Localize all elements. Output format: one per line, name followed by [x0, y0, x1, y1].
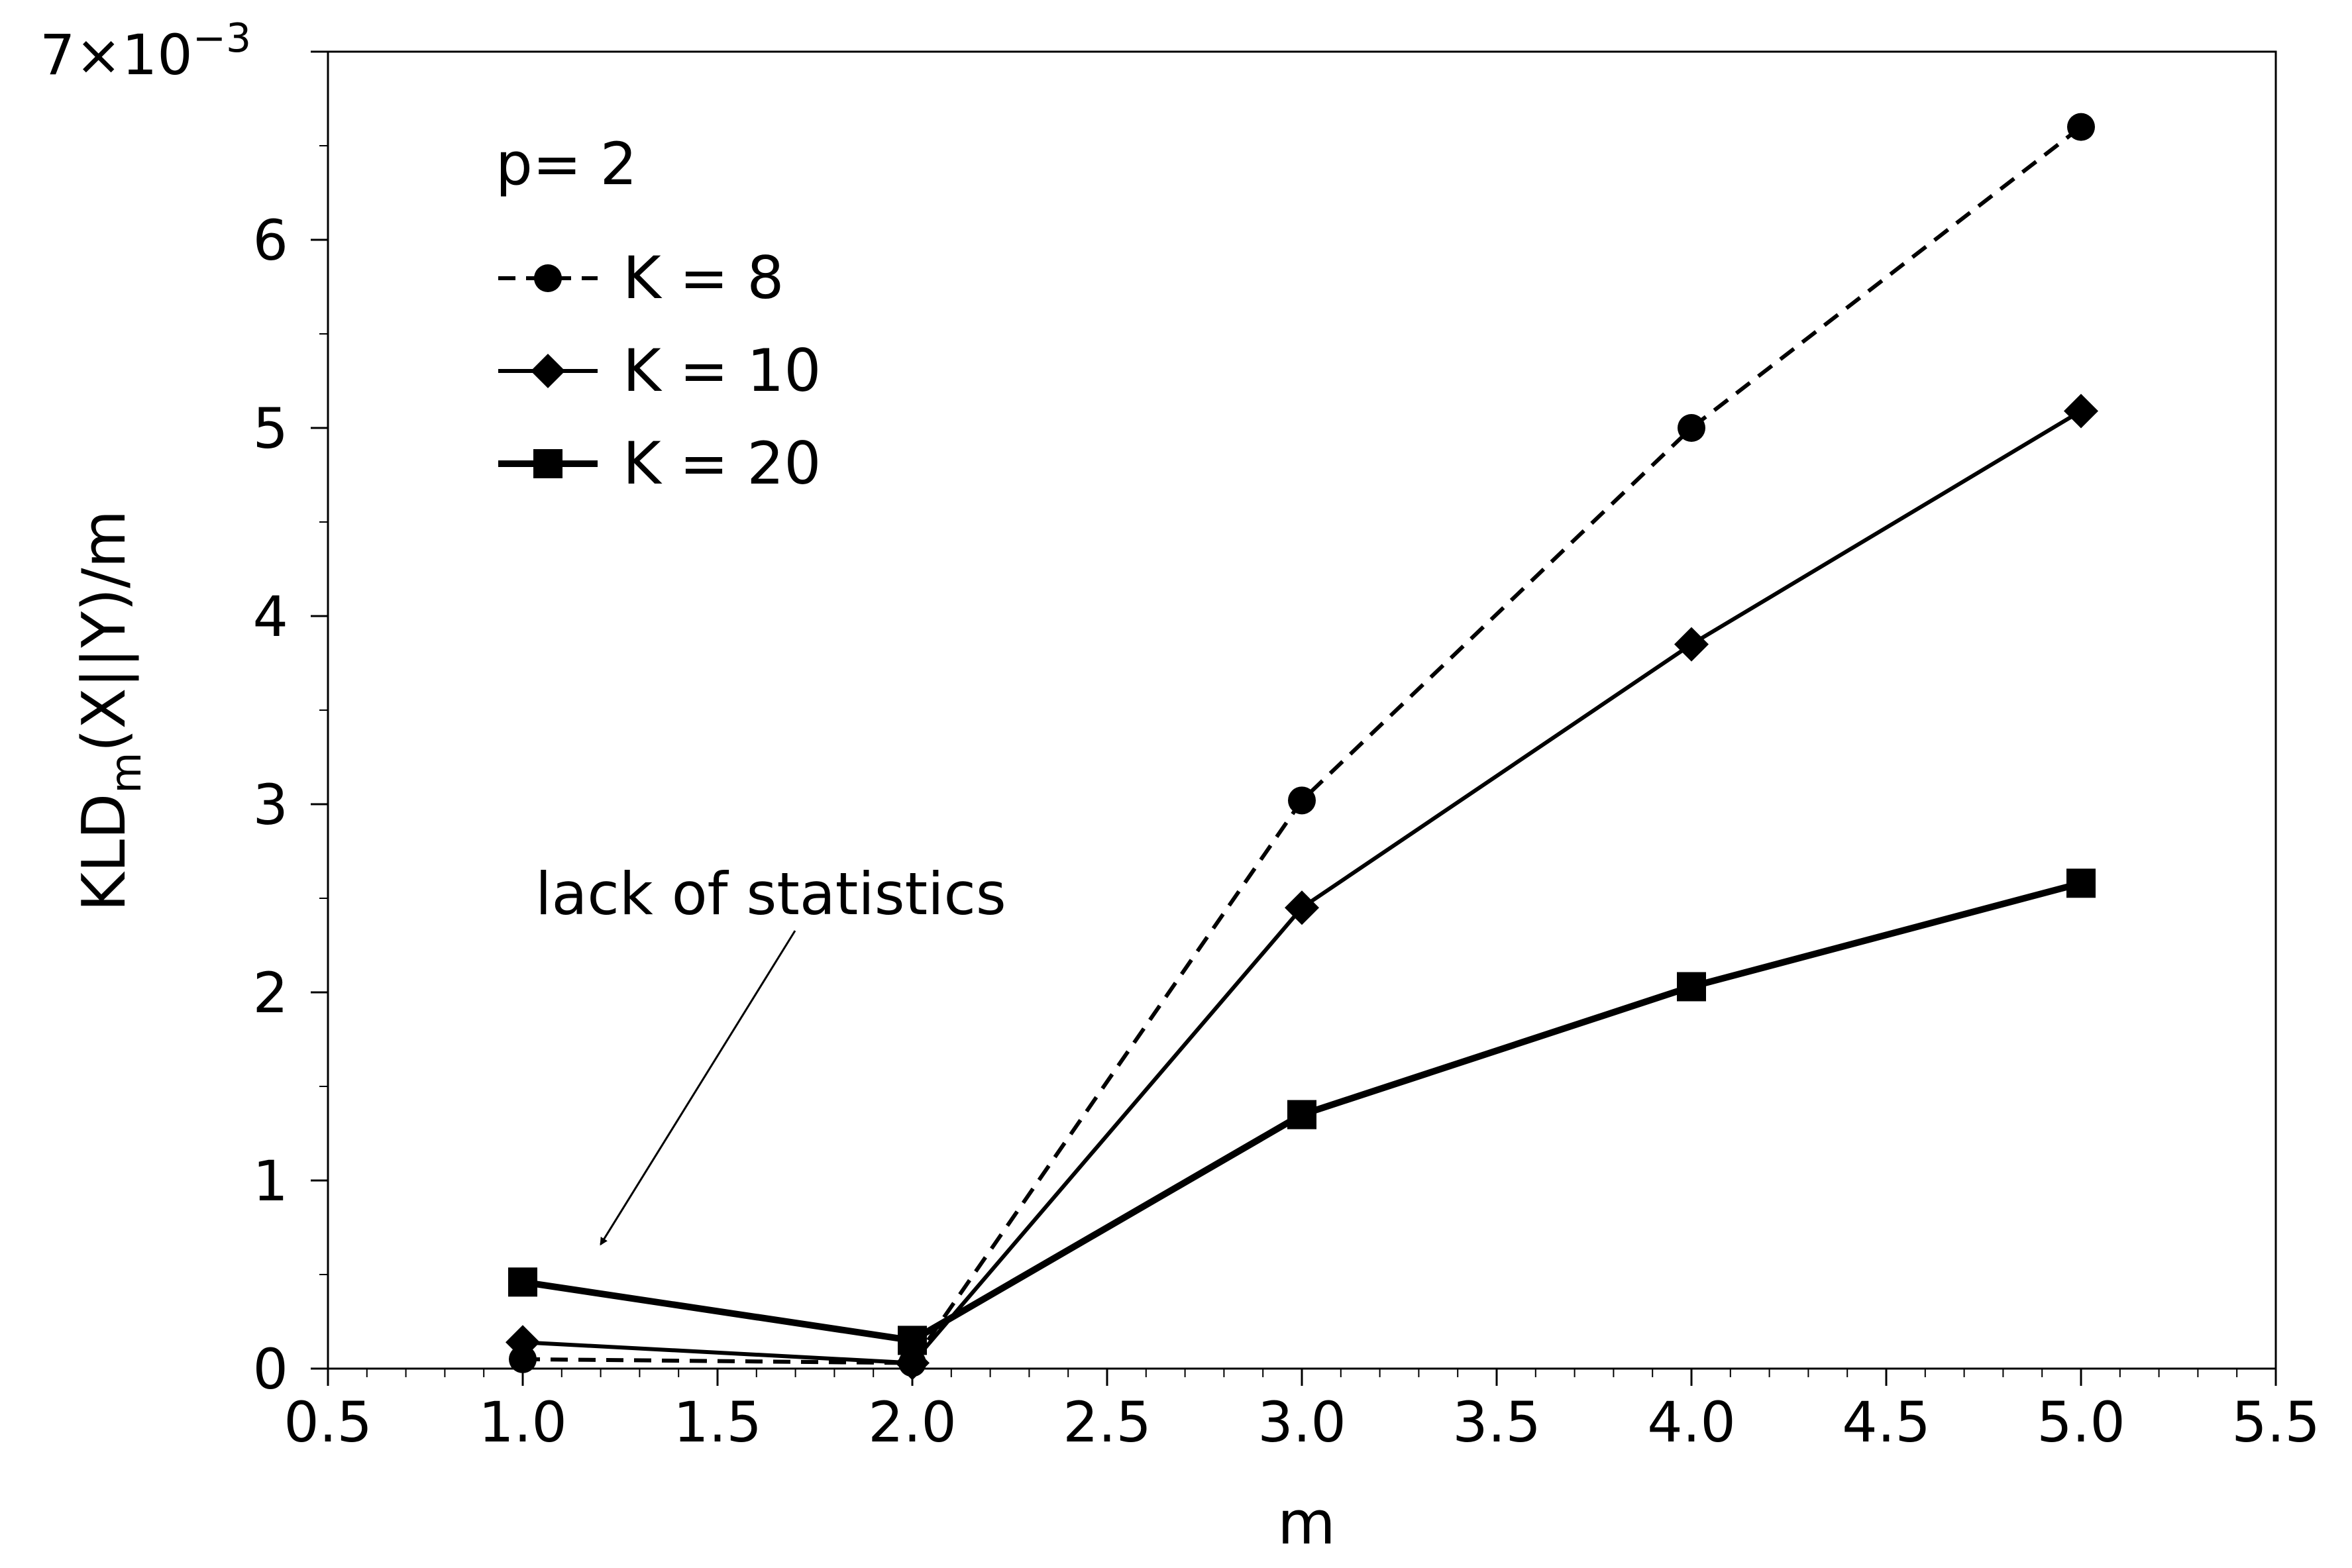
- series-2: [506, 393, 2098, 1381]
- data-point: [2067, 113, 2095, 141]
- x-tick-label: 4.0: [1647, 1390, 1736, 1455]
- data-point: [898, 1326, 927, 1355]
- y-tick-label: 2: [253, 961, 288, 1025]
- legend-title: p= 2: [496, 130, 637, 198]
- x-tick-label: 3.5: [1452, 1390, 1541, 1455]
- y-axis: 0 1 2 3 4 5 6: [253, 50, 328, 1402]
- legend-entry: K = 8: [498, 244, 784, 312]
- x-tick-label: 5.5: [2231, 1390, 2320, 1455]
- y-tick-label: 3: [253, 772, 288, 837]
- x-axis-title: m: [1277, 1489, 1336, 1558]
- data-point: [1288, 786, 1316, 815]
- y-tick-label: 0: [253, 1337, 288, 1402]
- series-layer: [506, 113, 2098, 1381]
- data-point: [506, 1325, 540, 1360]
- data-point: [1677, 972, 1706, 1002]
- y-tick-label: 5: [253, 396, 288, 461]
- y-tick-label: 1: [253, 1149, 288, 1214]
- legend-label: K = 8: [623, 244, 784, 312]
- legend-entry: K = 10: [498, 337, 821, 405]
- x-tick-label: 3.0: [1257, 1390, 1346, 1455]
- y-tick-label: 6: [253, 208, 288, 273]
- x-tick-label: 2.5: [1063, 1390, 1151, 1455]
- data-point: [1678, 414, 1705, 442]
- legend-swatch-marker: [534, 264, 562, 292]
- annotation-arrow: [600, 930, 796, 1246]
- data-point: [1674, 627, 1709, 662]
- x-tick-label: 2.0: [868, 1390, 957, 1455]
- data-point: [2064, 393, 2098, 429]
- plot-frame: [327, 50, 2277, 1370]
- y-multiplier: 7×10−3: [40, 15, 251, 87]
- legend-swatch-marker: [531, 354, 565, 388]
- data-point: [508, 1267, 537, 1297]
- x-tick-label: 1.0: [478, 1390, 567, 1455]
- annotation-text: lack of statistics: [535, 860, 1006, 928]
- legend-label: K = 10: [623, 337, 821, 405]
- legend: p= 2 K = 8 K = 10 K = 20: [496, 130, 821, 497]
- data-point: [1285, 890, 1319, 925]
- legend-label: K = 20: [623, 429, 821, 497]
- x-tick-label: 1.5: [673, 1390, 762, 1455]
- annotation: lack of statistics: [535, 860, 1006, 1246]
- x-axis: 0.5 1.0 1.5 2.0 2.5 3.0 3.5 4.0 4.5 5.0 5.5: [284, 1369, 2320, 1455]
- data-point: [2066, 868, 2096, 898]
- x-tick-label: 4.5: [1842, 1390, 1931, 1455]
- series-3: [508, 868, 2096, 1355]
- legend-entry: K = 20: [498, 429, 821, 497]
- y-axis-title: KLDm(X||Y)/m: [70, 510, 151, 912]
- data-point: [1287, 1100, 1316, 1129]
- legend-swatch-marker: [533, 449, 562, 478]
- x-tick-label: 0.5: [284, 1390, 372, 1455]
- series-line: [522, 125, 2082, 1365]
- y-tick-label: 4: [253, 584, 288, 649]
- x-tick-label: 5.0: [2037, 1390, 2125, 1455]
